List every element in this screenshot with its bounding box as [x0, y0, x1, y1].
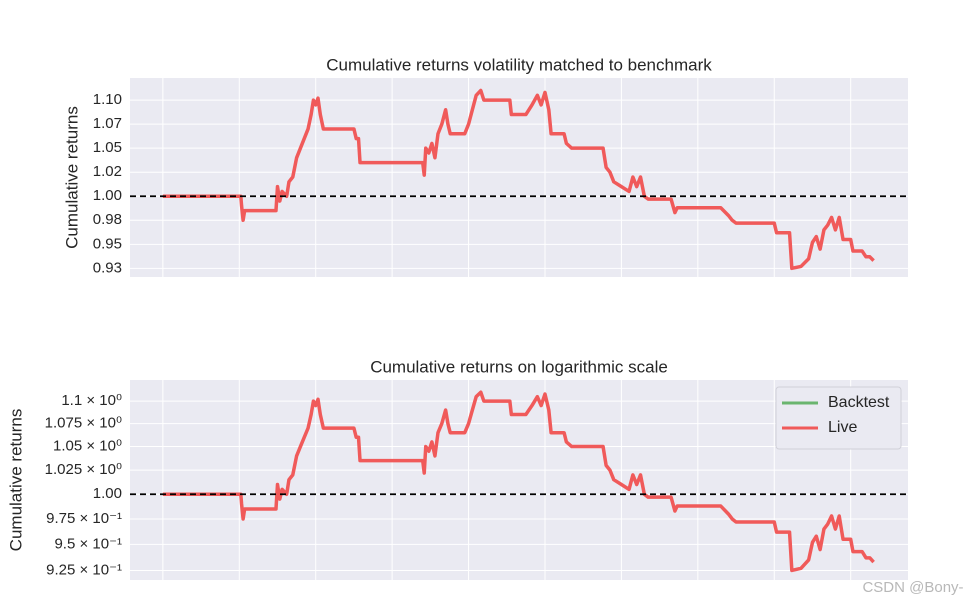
y-axis-label: Cumulative returns	[6, 409, 25, 552]
y-axis-label: Cumulative returns	[62, 106, 81, 249]
watermark: CSDN @Bony-	[862, 579, 963, 596]
line	[162, 88, 875, 271]
y-tick-label: 1.10	[93, 91, 122, 108]
y-tick-label: 1.07	[93, 115, 122, 132]
line	[162, 390, 875, 573]
y-tick-label: 0.95	[93, 235, 122, 252]
y-tick-label: 9.75 × 10⁻¹	[46, 510, 122, 527]
y-tick-label: 9.25 × 10⁻¹	[46, 561, 122, 578]
y-tick-label: 1.1 × 10⁰	[61, 392, 122, 409]
y-tick-label: 1.02	[93, 163, 122, 180]
y-tick-label: 1.00	[93, 485, 122, 502]
y-tick-label: 0.93	[93, 259, 122, 276]
legend-label: Live	[828, 419, 857, 436]
legend-label: Backtest	[828, 394, 890, 411]
y-tick-label: 1.05 × 10⁰	[53, 438, 122, 455]
chart-title: Cumulative returns on logarithmic scale	[370, 357, 668, 376]
y-tick-label: 9.5 × 10⁻¹	[54, 535, 122, 552]
y-tick-label: 1.05	[93, 139, 122, 156]
y-tick-label: 0.98	[93, 211, 122, 228]
y-tick-label: 1.00	[93, 187, 122, 204]
y-tick-label: 1.075 × 10⁰	[45, 415, 122, 432]
chart-title: Cumulative returns volatility matched to…	[326, 55, 712, 74]
y-tick-label: 1.025 × 10⁰	[45, 461, 122, 478]
